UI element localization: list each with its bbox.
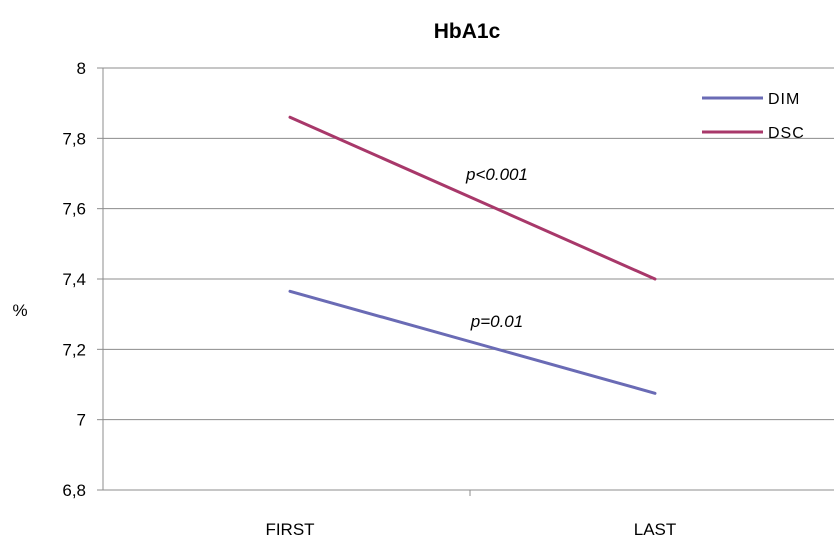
x-tick-label-last: LAST [634, 520, 677, 539]
legend-label-dsc: DSC [768, 125, 805, 142]
y-tick-label-6: 8 [77, 59, 86, 78]
y-tick-label-1: 7 [77, 411, 86, 430]
y-tick-labels: 6,8 7 7,2 7,4 7,6 7,8 8 [62, 59, 86, 500]
x-tick-labels: FIRST LAST [265, 520, 676, 539]
gridlines [103, 67, 834, 421]
series-lines [288, 115, 657, 395]
y-tick-label-5: 7,8 [62, 129, 86, 148]
chart-title: HbA1c [434, 20, 501, 43]
legend-label-dim: DIM [768, 91, 800, 108]
x-tick-label-first: FIRST [265, 520, 314, 539]
annotations: p<0.001 p=0.01 [465, 165, 528, 331]
y-tick-label-3: 7,4 [62, 270, 86, 289]
axes [97, 67, 834, 496]
y-tick-label-0: 6,8 [62, 481, 86, 500]
series-line-dsc [288, 115, 657, 281]
y-tick-label-2: 7,2 [62, 340, 86, 359]
y-tick-label-4: 7,6 [62, 200, 86, 219]
annotation-dsc: p<0.001 [465, 165, 528, 184]
annotation-dim: p=0.01 [470, 312, 523, 331]
series-line-dim [288, 289, 657, 395]
legend: DIM DSC [702, 91, 805, 142]
y-axis-label: % [12, 301, 27, 320]
